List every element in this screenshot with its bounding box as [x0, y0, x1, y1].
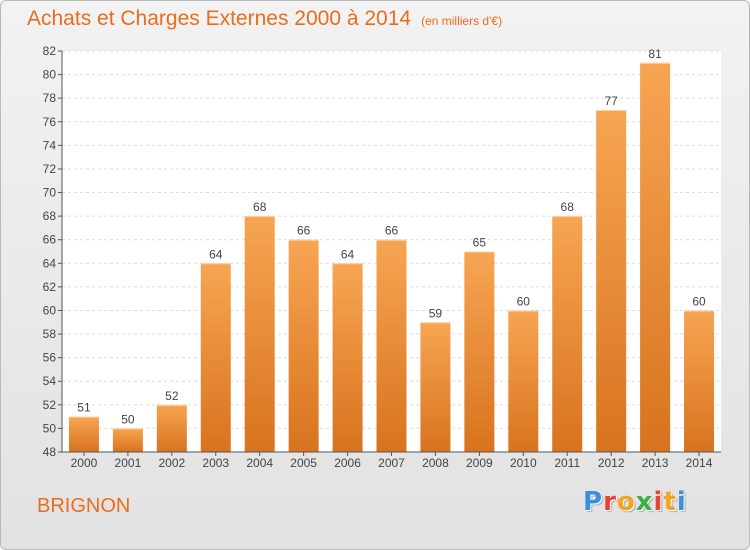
data-label: 64: [209, 247, 223, 261]
x-tick-label: 2004: [246, 456, 273, 470]
bar-2005: [288, 239, 319, 452]
x-axis: 2000 2001 2002 2003 2004 2005 2006 2007 2008 2009…: [62, 451, 721, 470]
x-tick-label: 2002: [158, 456, 185, 470]
bar-2004: [244, 216, 275, 452]
y-tick-label: 58: [43, 327, 57, 341]
y-tick-label: 78: [43, 91, 57, 105]
x-tick-label: 2003: [202, 456, 229, 470]
bar-2012: [596, 109, 627, 453]
x-tick-label: 2008: [422, 456, 449, 470]
data-label: 59: [429, 306, 443, 320]
data-label: 66: [385, 224, 399, 238]
x-tick-label: 2013: [642, 456, 669, 470]
bar-2011: [552, 216, 583, 452]
y-tick-label: 68: [43, 209, 57, 223]
y-tick-label: 66: [43, 233, 57, 247]
data-label: 50: [121, 412, 135, 426]
logo-letter: i: [653, 487, 664, 517]
logo-letter: x: [635, 487, 654, 517]
logo-letter: r: [603, 487, 617, 517]
title-row: Achats et Charges Externes 2000 à 2014 (e…: [27, 7, 502, 31]
y-tick-label: 72: [43, 162, 57, 176]
proxiti-logo: Proxiti: [583, 487, 687, 517]
bar-2006: [332, 263, 363, 452]
x-tick-label: 2014: [686, 456, 713, 470]
x-tick-label: 2010: [510, 456, 537, 470]
x-tick-label: 2007: [378, 456, 405, 470]
data-label: 77: [604, 94, 618, 108]
data-label: 60: [692, 294, 706, 308]
x-tick-label: 2009: [466, 456, 493, 470]
chart-subtitle: (en milliers d'€): [421, 14, 503, 28]
y-axis: 48 50 52 54 56 58 60 62 64 66 68 70 72 74 76 78 80 82: [43, 44, 63, 459]
bar-2013: [640, 62, 671, 452]
y-tick-label: 56: [43, 351, 57, 365]
y-tick-label: 80: [43, 68, 57, 82]
chart-title: Achats et Charges Externes 2000 à 2014: [27, 7, 412, 30]
y-tick-label: 60: [43, 303, 57, 317]
y-tick-label: 76: [43, 115, 57, 129]
bar-2007: [376, 239, 407, 452]
x-tick-label: 2005: [290, 456, 317, 470]
x-tick-label: 2012: [598, 456, 625, 470]
commune-name: BRIGNON: [37, 495, 131, 517]
data-label: 64: [341, 247, 355, 261]
data-label: 52: [165, 389, 179, 403]
y-tick-label: 48: [43, 445, 57, 459]
x-tick-label: 2000: [71, 456, 98, 470]
y-tick-label: 52: [43, 398, 57, 412]
bar-2010: [508, 310, 539, 452]
data-label: 60: [517, 294, 531, 308]
data-label: 68: [253, 200, 267, 214]
logo-letter: P: [583, 487, 604, 517]
y-tick-label: 70: [43, 186, 57, 200]
data-label: 81: [648, 47, 662, 61]
bar-2002: [156, 404, 187, 452]
y-tick-label: 62: [43, 280, 57, 294]
x-tick-label: 2011: [554, 456, 580, 470]
y-tick-label: 74: [43, 138, 57, 152]
bar-2001: [112, 428, 143, 452]
bars: 51 50 52 64 68 66 64 66 59 65 60 68 77 81 60: [68, 47, 715, 453]
bar-2009: [464, 251, 495, 452]
data-label: 51: [77, 401, 91, 415]
data-label: 66: [297, 224, 311, 238]
bar-2003: [200, 263, 231, 452]
logo-letter: t: [663, 487, 677, 517]
bar-2014: [684, 310, 715, 452]
x-tick-label: 2001: [115, 456, 142, 470]
y-tick-label: 50: [43, 421, 57, 435]
x-tick-label: 2006: [334, 456, 361, 470]
logo-letter: o: [616, 487, 636, 517]
data-label: 65: [473, 236, 487, 250]
y-tick-label: 64: [43, 256, 57, 270]
bar-2000: [68, 416, 99, 452]
logo-letter: i: [676, 487, 687, 517]
data-label: 68: [561, 200, 575, 214]
y-tick-label: 54: [43, 374, 57, 388]
bar-2008: [420, 322, 451, 452]
y-tick-label: 82: [43, 44, 57, 58]
